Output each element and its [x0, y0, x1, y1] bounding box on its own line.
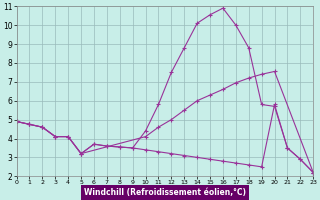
X-axis label: Windchill (Refroidissement éolien,°C): Windchill (Refroidissement éolien,°C): [84, 188, 246, 197]
